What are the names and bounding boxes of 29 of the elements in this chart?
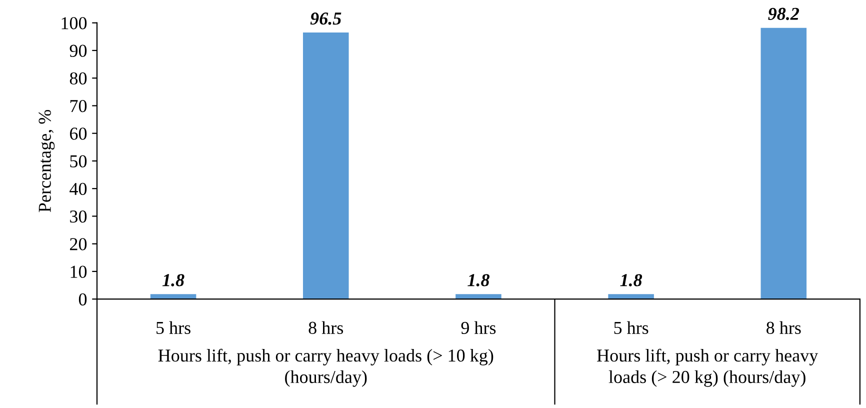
bar [456,294,502,300]
data-label: 1.8 [162,274,184,286]
y-tick-label: 70 [70,100,87,112]
y-tick-label: 60 [70,128,87,140]
bar [760,28,807,300]
data-label: 96.5 [310,12,342,25]
y-tick-label: 50 [70,155,87,168]
x-tick-label: 8 hrs [308,321,344,334]
bar [608,294,654,300]
y-axis-title: Percentage, % [38,110,55,212]
x-tick-label: 9 hrs [461,321,496,334]
data-label: 1.8 [620,274,642,286]
bar [150,294,196,300]
data-label: 98.2 [768,8,800,20]
y-tick-label: 20 [70,238,87,250]
y-tick-label: 10 [70,266,87,278]
text: Hours lift, push or carry heavy loads (> 20 kg) (hours/day) [597,348,818,387]
x-tick-label: 5 hrs [156,321,190,334]
text: Hours lift, push or carry heavy loads (> 10 kg) (hours/day) [158,348,494,387]
y-tick-label: 40 [70,182,87,196]
y-tick-label: 90 [70,44,87,57]
bar [302,32,349,300]
x-tick-label: 8 hrs [766,321,801,334]
data-label: 1.8 [468,274,490,286]
y-tick-label: 100 [62,17,87,30]
y-tick-label: 80 [70,72,87,85]
x-tick-label: 5 hrs [614,321,648,334]
y-tick-label: 0 [78,293,87,306]
y-tick-label: 30 [70,210,87,223]
